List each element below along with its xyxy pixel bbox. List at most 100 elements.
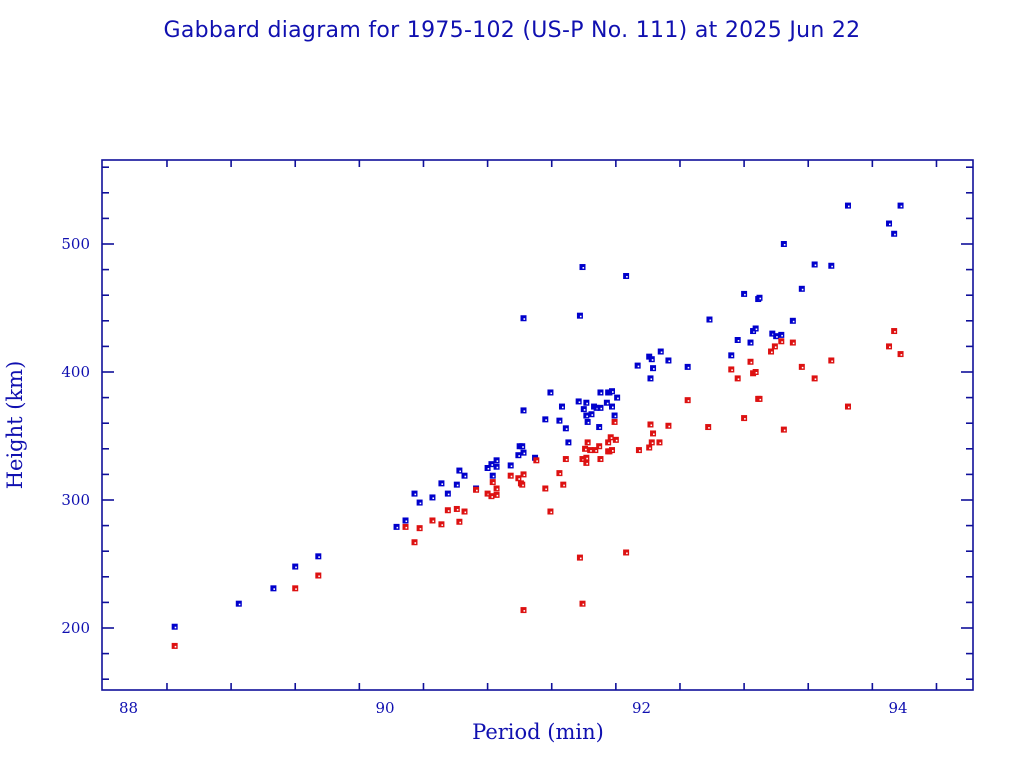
marker-notch <box>456 484 459 487</box>
marker-notch <box>563 484 565 487</box>
marker-notch <box>523 318 526 320</box>
marker-notch <box>831 265 833 268</box>
perigee-point <box>891 328 898 335</box>
perigee-point <box>429 517 436 524</box>
marker-notch <box>900 205 903 208</box>
apogee-point <box>597 389 604 396</box>
apogee-point <box>292 563 299 570</box>
perigee-point <box>493 491 500 498</box>
marker-notch <box>600 459 603 461</box>
perigee-point <box>665 422 672 429</box>
perigee-series <box>171 328 904 649</box>
apogee-point <box>580 406 587 413</box>
y-tick-label: 400 <box>61 363 90 381</box>
perigee-point <box>411 539 418 546</box>
apogee-point <box>752 325 759 332</box>
apogee-point <box>891 230 898 237</box>
apogee-point <box>576 312 583 319</box>
y-tick-label: 500 <box>61 235 90 253</box>
apogee-point <box>609 403 616 410</box>
apogee-point <box>493 457 500 464</box>
perigee-point <box>402 523 409 530</box>
perigee-point <box>576 554 583 561</box>
apogee-point <box>603 399 610 406</box>
apogee-point <box>886 220 893 227</box>
apogee-point <box>789 317 796 324</box>
marker-notch <box>653 433 655 436</box>
perigee-point <box>605 439 612 446</box>
marker-notch <box>614 421 617 424</box>
marker-notch <box>518 478 520 480</box>
apogee-point <box>270 585 277 592</box>
marker-notch <box>583 409 586 411</box>
x-tick-label: 90 <box>375 699 394 717</box>
perigee-point <box>493 485 500 492</box>
marker-notch <box>456 508 459 511</box>
marker-notch <box>615 439 618 442</box>
marker-notch <box>894 331 896 333</box>
apogee-point <box>756 294 763 301</box>
apogee-point <box>556 417 563 424</box>
marker-notch <box>273 588 276 590</box>
perigee-point <box>647 421 654 428</box>
marker-notch <box>459 521 461 524</box>
marker-notch <box>731 355 733 357</box>
marker-notch <box>626 552 628 555</box>
apogee-point <box>507 462 514 469</box>
apogee-point <box>897 202 904 209</box>
perigee-point <box>456 518 463 525</box>
marker-notch <box>737 378 740 380</box>
marker-notch <box>744 418 746 420</box>
perigee-point <box>756 395 763 402</box>
marker-notch <box>847 406 850 409</box>
marker-notch <box>476 489 478 492</box>
perigee-point <box>579 600 586 607</box>
perigee-point <box>444 507 451 514</box>
apogee-point <box>520 315 527 322</box>
y-tick-label: 200 <box>61 619 90 637</box>
apogee-point <box>583 399 590 406</box>
marker-notch <box>744 293 746 296</box>
apogee-point <box>547 389 554 396</box>
marker-notch <box>523 452 526 455</box>
marker-notch <box>419 528 422 530</box>
perigee-point <box>473 486 480 493</box>
perigee-point <box>811 375 818 382</box>
perigee-point <box>596 443 603 450</box>
marker-notch <box>776 336 778 338</box>
marker-notch <box>174 645 177 648</box>
apogee-point <box>769 330 776 337</box>
apogee-point <box>565 439 572 446</box>
marker-notch <box>774 346 777 348</box>
marker-notch <box>610 437 613 439</box>
apogee-point <box>811 261 818 268</box>
apogee-point <box>444 490 451 497</box>
perigee-point <box>515 475 522 482</box>
marker-notch <box>590 450 592 452</box>
apogee-point <box>579 264 586 271</box>
marker-notch <box>783 244 786 246</box>
perigee-point <box>315 572 322 579</box>
perigee-point <box>705 424 712 431</box>
apogee-point <box>747 339 754 346</box>
y-tick-labels: 200 300 400 500 <box>61 235 90 637</box>
marker-notch <box>637 365 640 368</box>
perigee-point <box>582 445 589 452</box>
apogee-point <box>798 285 805 292</box>
marker-notch <box>801 366 804 369</box>
perigee-point <box>562 456 569 463</box>
apogee-point <box>648 356 655 363</box>
marker-notch <box>238 603 241 606</box>
perigee-point <box>656 439 663 446</box>
marker-notch <box>596 407 599 410</box>
marker-notch <box>559 473 562 475</box>
apogee-point <box>844 202 851 209</box>
marker-notch <box>545 419 547 421</box>
apogee-point <box>402 517 409 524</box>
perigee-point <box>768 348 775 355</box>
marker-notch <box>579 315 582 318</box>
apogee-point <box>562 425 569 432</box>
perigee-point <box>752 369 759 375</box>
marker-notch <box>447 510 450 512</box>
perigee-point <box>778 338 785 345</box>
